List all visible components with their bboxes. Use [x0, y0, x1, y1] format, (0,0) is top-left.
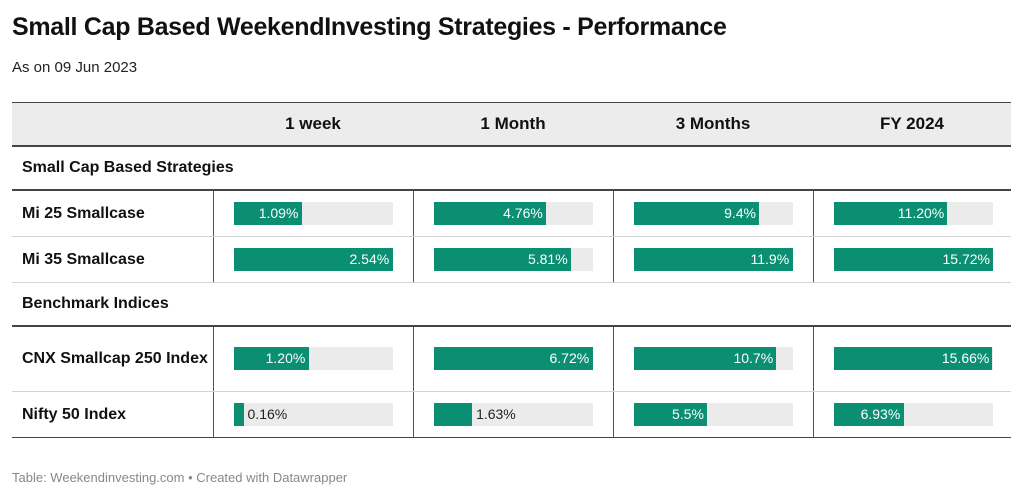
- bar-fill: [633, 403, 707, 426]
- bar-cell: 6.93%: [812, 391, 1011, 438]
- bar-value-label: 10.7%: [733, 350, 774, 367]
- chart-title: Small Cap Based WeekendInvesting Strateg…: [12, 13, 727, 41]
- bar-track: 1.09%: [233, 201, 393, 225]
- bar-value-label: 9.4%: [724, 204, 757, 221]
- bar-value-label: 5.81%: [527, 250, 568, 267]
- bar-fill: [433, 247, 571, 271]
- bar-cell: 5.5%: [612, 391, 813, 438]
- row-name: Mi 35 Smallcase: [12, 236, 213, 283]
- bar-track: 5.5%: [633, 403, 793, 426]
- bar-track: 15.66%: [833, 347, 993, 371]
- bar-fill: [233, 347, 309, 371]
- bar-value-label: 11.9%: [750, 250, 790, 267]
- bar-value-label: 1.63%: [476, 406, 516, 422]
- group-row: Benchmark Indices: [12, 282, 1011, 327]
- bar-track: 1.63%: [433, 403, 593, 426]
- group-row: Small Cap Based Strategies: [12, 146, 1011, 191]
- bar-cell: 4.76%: [412, 190, 613, 237]
- bar-cell: 5.81%: [412, 236, 613, 283]
- bar-cell: 1.63%: [412, 391, 613, 438]
- bar-cell: 15.66%: [812, 325, 1011, 392]
- bar-fill: [233, 201, 302, 225]
- table-row: Mi 35 Smallcase 2.54% 5.81% 11.9% 15.72%: [12, 236, 1011, 283]
- bar-track: 11.20%: [833, 201, 993, 225]
- bar-track: 6.72%: [433, 347, 593, 371]
- bar-cell: 11.20%: [812, 190, 1011, 237]
- column-header-1-month: 1 Month: [413, 102, 613, 147]
- bar-fill: [833, 403, 904, 426]
- bar-cell: 0.16%: [212, 391, 413, 438]
- bar-fill: [833, 201, 947, 225]
- bar-cell: 9.4%: [612, 190, 813, 237]
- column-header-name: [12, 102, 213, 147]
- row-name: Nifty 50 Index: [12, 391, 213, 438]
- bar-fill: [833, 347, 992, 371]
- group-label: Benchmark Indices: [12, 282, 1011, 327]
- table-row: Mi 25 Smallcase 1.09% 4.76% 9.4% 11.20%: [12, 190, 1011, 237]
- bar-track: 4.76%: [433, 201, 593, 225]
- column-header-3-months: 3 Months: [613, 102, 813, 147]
- bar-value-label: 15.72%: [942, 250, 990, 267]
- bar-fill: [833, 247, 993, 271]
- table-row: CNX Smallcap 250 Index 1.20% 6.72% 10.7%…: [12, 325, 1011, 392]
- bar-fill: [633, 247, 793, 271]
- performance-table: 1 week 1 Month 3 Months FY 2024 Small Ca…: [12, 102, 1011, 438]
- bar-cell: 2.54%: [212, 236, 413, 283]
- bar-fill: [433, 347, 593, 371]
- bar-fill: [433, 403, 473, 426]
- bar-cell: 15.72%: [812, 236, 1011, 283]
- bar-value-label: 5.5%: [671, 406, 704, 422]
- bar-track: 0.16%: [233, 403, 393, 426]
- table-row: Nifty 50 Index 0.16% 1.63% 5.5% 6.93%: [12, 391, 1011, 438]
- row-name: Mi 25 Smallcase: [12, 190, 213, 237]
- bar-value-label: 0.16%: [247, 406, 288, 422]
- bar-value-label: 2.54%: [349, 250, 390, 267]
- column-header-1-week: 1 week: [213, 102, 413, 147]
- bar-value-label: 6.72%: [549, 350, 590, 367]
- bar-cell: 1.09%: [212, 190, 413, 237]
- chart-footer: Table: Weekendinvesting.com • Created wi…: [12, 470, 348, 485]
- row-name: CNX Smallcap 250 Index: [12, 325, 213, 392]
- bar-cell: 11.9%: [612, 236, 813, 283]
- bar-fill: [633, 347, 777, 371]
- bar-track: 11.9%: [633, 247, 793, 271]
- chart-subtitle: As on 09 Jun 2023: [12, 59, 138, 76]
- bar-track: 15.72%: [833, 247, 993, 271]
- bar-fill: [633, 201, 760, 225]
- bar-track: 5.81%: [433, 247, 593, 271]
- bar-fill: [233, 403, 244, 426]
- bar-cell: 6.72%: [412, 325, 613, 392]
- bar-track: 1.20%: [233, 347, 393, 371]
- bar-track: 10.7%: [633, 347, 793, 371]
- column-header-fy-2024: FY 2024: [813, 102, 1011, 147]
- bar-cell: 10.7%: [612, 325, 813, 392]
- bar-value-label: 6.93%: [860, 406, 901, 422]
- bar-value-label: 4.76%: [503, 204, 543, 221]
- bar-fill: [433, 201, 547, 225]
- bar-track: 2.54%: [233, 247, 393, 271]
- bar-value-label: 11.20%: [897, 204, 945, 221]
- bar-cell: 1.20%: [212, 325, 413, 392]
- bar-fill: [233, 247, 393, 271]
- bar-value-label: 15.66%: [941, 350, 990, 367]
- bar-track: 6.93%: [833, 403, 993, 426]
- bar-track: 9.4%: [633, 201, 793, 225]
- bar-value-label: 1.20%: [265, 350, 306, 367]
- header-row: 1 week 1 Month 3 Months FY 2024: [12, 102, 1011, 147]
- bar-value-label: 1.09%: [258, 204, 299, 221]
- group-label: Small Cap Based Strategies: [12, 146, 1011, 191]
